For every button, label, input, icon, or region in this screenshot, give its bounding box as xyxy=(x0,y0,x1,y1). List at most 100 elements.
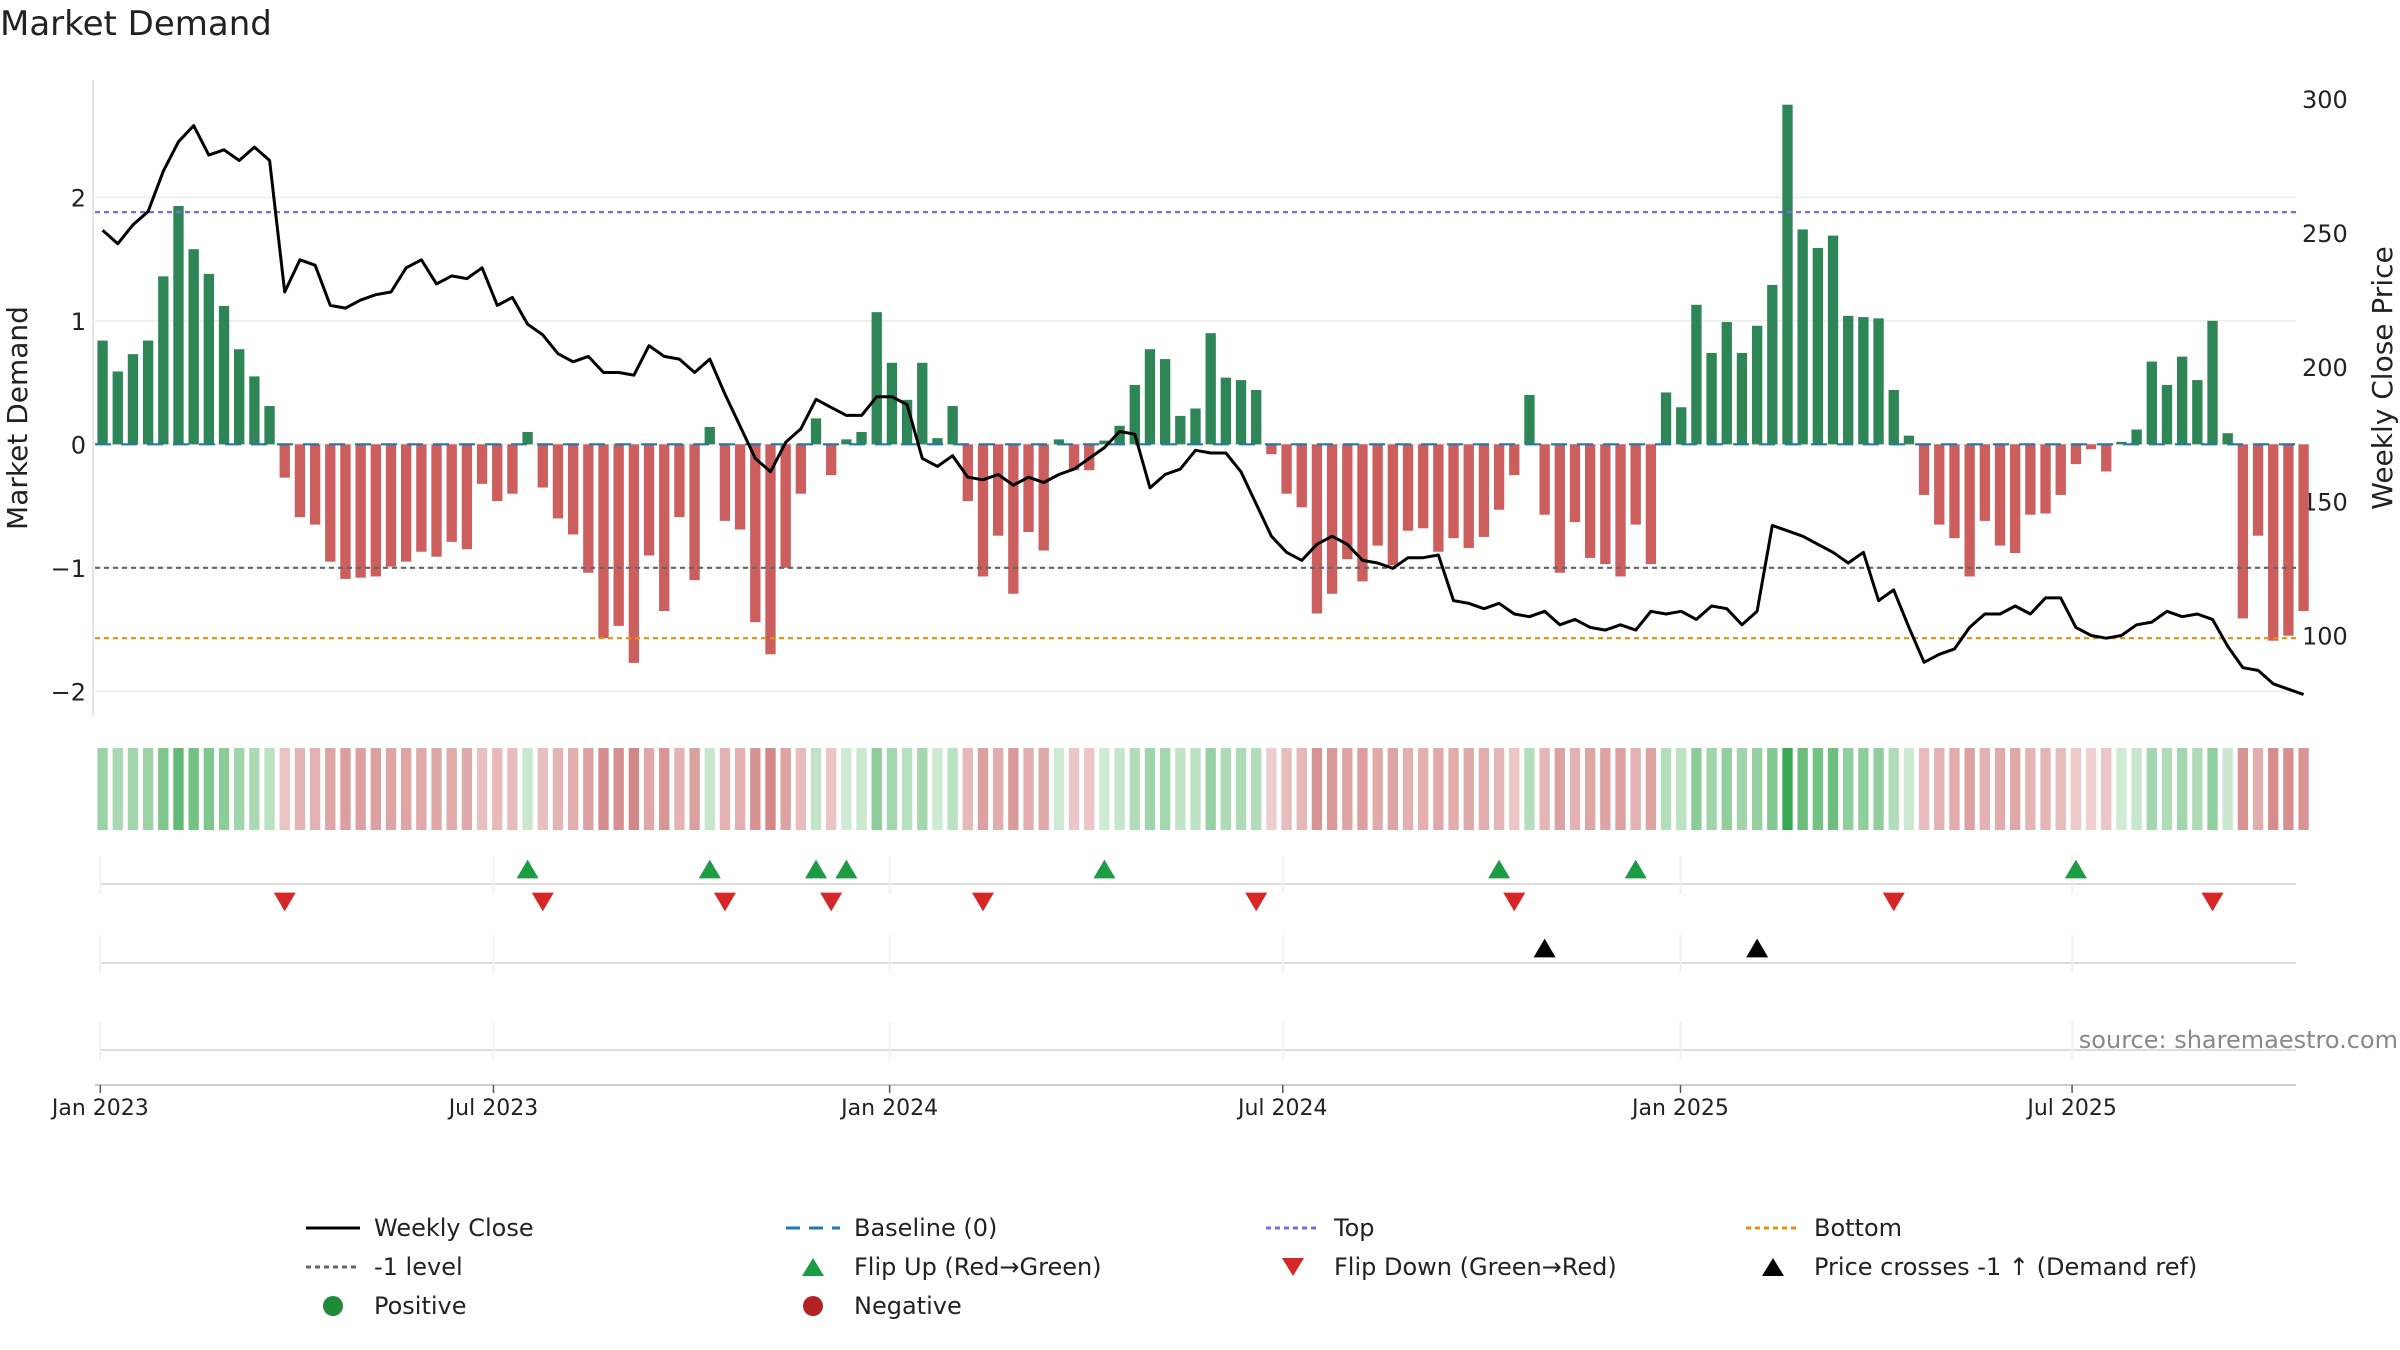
legend-label: Top xyxy=(1334,1213,1375,1242)
heat-strip-cell xyxy=(1144,748,1156,830)
heat-strip-cell xyxy=(1099,748,1110,830)
demand-bar xyxy=(431,444,442,557)
demand-bar xyxy=(1615,444,1626,577)
demand-bar xyxy=(567,444,579,535)
demand-bar xyxy=(2298,444,2309,612)
demand-bar xyxy=(795,444,806,494)
demand-bar xyxy=(1038,444,1049,551)
heat-strip-cell xyxy=(1918,748,1930,830)
demand-bar xyxy=(1569,444,1581,523)
x-tick-label: Jul 2025 xyxy=(2025,1096,2117,1121)
heat-strip-cell xyxy=(370,748,381,830)
demand-bar xyxy=(901,399,913,445)
y-left-tick-label: 2 xyxy=(71,184,86,212)
legend-symbol xyxy=(1266,1226,1320,1229)
heat-strip-cell xyxy=(1159,748,1171,830)
demand-bar xyxy=(264,406,275,445)
demand-bar xyxy=(1949,444,1960,539)
demand-bar xyxy=(1448,444,1459,539)
demand-bar xyxy=(826,444,837,476)
demand-bar xyxy=(674,444,685,518)
demand-bar xyxy=(203,273,215,445)
demand-bar xyxy=(1994,444,2006,546)
heat-strip-cell xyxy=(2101,748,2112,830)
demand-bar xyxy=(416,444,427,552)
heat-strip-cell xyxy=(734,748,746,830)
legend-label: Price crosses -1 ↑ (Demand ref) xyxy=(1814,1252,2198,1281)
heat-strip-cell xyxy=(1281,748,1292,830)
legend-label: Weekly Close xyxy=(374,1213,534,1242)
demand-bar xyxy=(2131,429,2142,445)
source-label: source: sharemaestro.com xyxy=(2079,1026,2398,1054)
demand-bar xyxy=(188,249,199,445)
demand-bar xyxy=(127,354,139,445)
legend-item: Flip Down (Green→Red) xyxy=(1260,1247,1740,1286)
demand-bar xyxy=(142,340,154,445)
demand-bar xyxy=(1311,444,1323,614)
heat-strip-cell xyxy=(886,748,898,830)
heat-strip-cell xyxy=(416,748,427,830)
demand-bar xyxy=(234,349,245,445)
heat-strip-cell xyxy=(1630,748,1641,830)
heat-strip-cell xyxy=(841,748,852,830)
heat-strip-cell xyxy=(2040,748,2051,830)
heat-strip-cell xyxy=(355,748,366,830)
heat-strip-cell xyxy=(1721,748,1732,830)
demand-bar xyxy=(309,444,321,525)
heat-strip-cell xyxy=(2116,748,2127,830)
heat-strip-cell xyxy=(431,748,442,830)
demand-bar xyxy=(1873,318,1884,445)
demand-bar xyxy=(1266,444,1277,455)
demand-bar xyxy=(993,444,1004,536)
y-right-tick-label: 200 xyxy=(2302,354,2348,382)
legend-item: Bottom xyxy=(1740,1208,2280,1247)
heat-strip-cell xyxy=(583,748,594,830)
legend-symbol xyxy=(803,1295,823,1316)
demand-bar xyxy=(1342,444,1353,560)
heat-strip-cell xyxy=(446,748,457,830)
demand-bar xyxy=(2161,385,2173,445)
demand-bar xyxy=(1175,415,1186,445)
demand-bar xyxy=(2055,444,2066,495)
legend-label: Positive xyxy=(374,1291,467,1320)
weekly-close-line xyxy=(101,124,2305,696)
heat-strip-cell xyxy=(1691,748,1702,830)
demand-bar xyxy=(1281,444,1292,494)
heat-strip-cell xyxy=(826,748,837,830)
demand-bar xyxy=(689,444,700,581)
heat-strip-cell xyxy=(704,748,715,830)
demand-bar xyxy=(1220,377,1232,445)
heat-strip-cell xyxy=(1190,748,1201,830)
heat-strip-cell xyxy=(1736,748,1748,830)
heat-strip-cell xyxy=(1509,748,1520,830)
heat-strip-cell xyxy=(1175,748,1186,830)
heat-strip-cell xyxy=(1357,748,1368,830)
y-left-tick-label: −2 xyxy=(51,678,86,706)
heat-strip-cell xyxy=(203,748,215,830)
demand-bar xyxy=(325,444,336,562)
legend-item: Baseline (0) xyxy=(780,1208,1260,1247)
heat-strip-cell xyxy=(294,748,306,830)
demand-bar xyxy=(1190,408,1201,445)
y-right-axis-title: Weekly Close Price xyxy=(2366,246,2399,509)
legend-label: -1 level xyxy=(374,1252,463,1281)
demand-bar xyxy=(476,444,488,484)
heat-strip-cell xyxy=(1615,748,1626,830)
heat-strip-cell xyxy=(127,748,139,830)
heat-strip-cell xyxy=(1114,748,1125,830)
legend: Weekly Close Baseline (0) Top Bottom -1 leve… xyxy=(300,1208,2280,1328)
demand-bar xyxy=(173,205,184,445)
heat-strip-cell xyxy=(142,748,154,830)
heat-strip-cell xyxy=(2222,748,2233,830)
demand-bar xyxy=(1159,359,1171,445)
heat-strip-cell xyxy=(188,748,199,830)
demand-bar xyxy=(1357,444,1368,582)
flip-up-marker xyxy=(2064,859,2087,879)
demand-bar xyxy=(734,444,746,530)
heat-strip-cell xyxy=(917,748,928,830)
heat-strip-cell xyxy=(1812,748,1824,830)
y-left-tick-label: 0 xyxy=(71,431,86,459)
heat-strip-cell xyxy=(2298,748,2309,830)
demand-bar xyxy=(1251,389,1262,445)
demand-bar xyxy=(1402,444,1414,531)
